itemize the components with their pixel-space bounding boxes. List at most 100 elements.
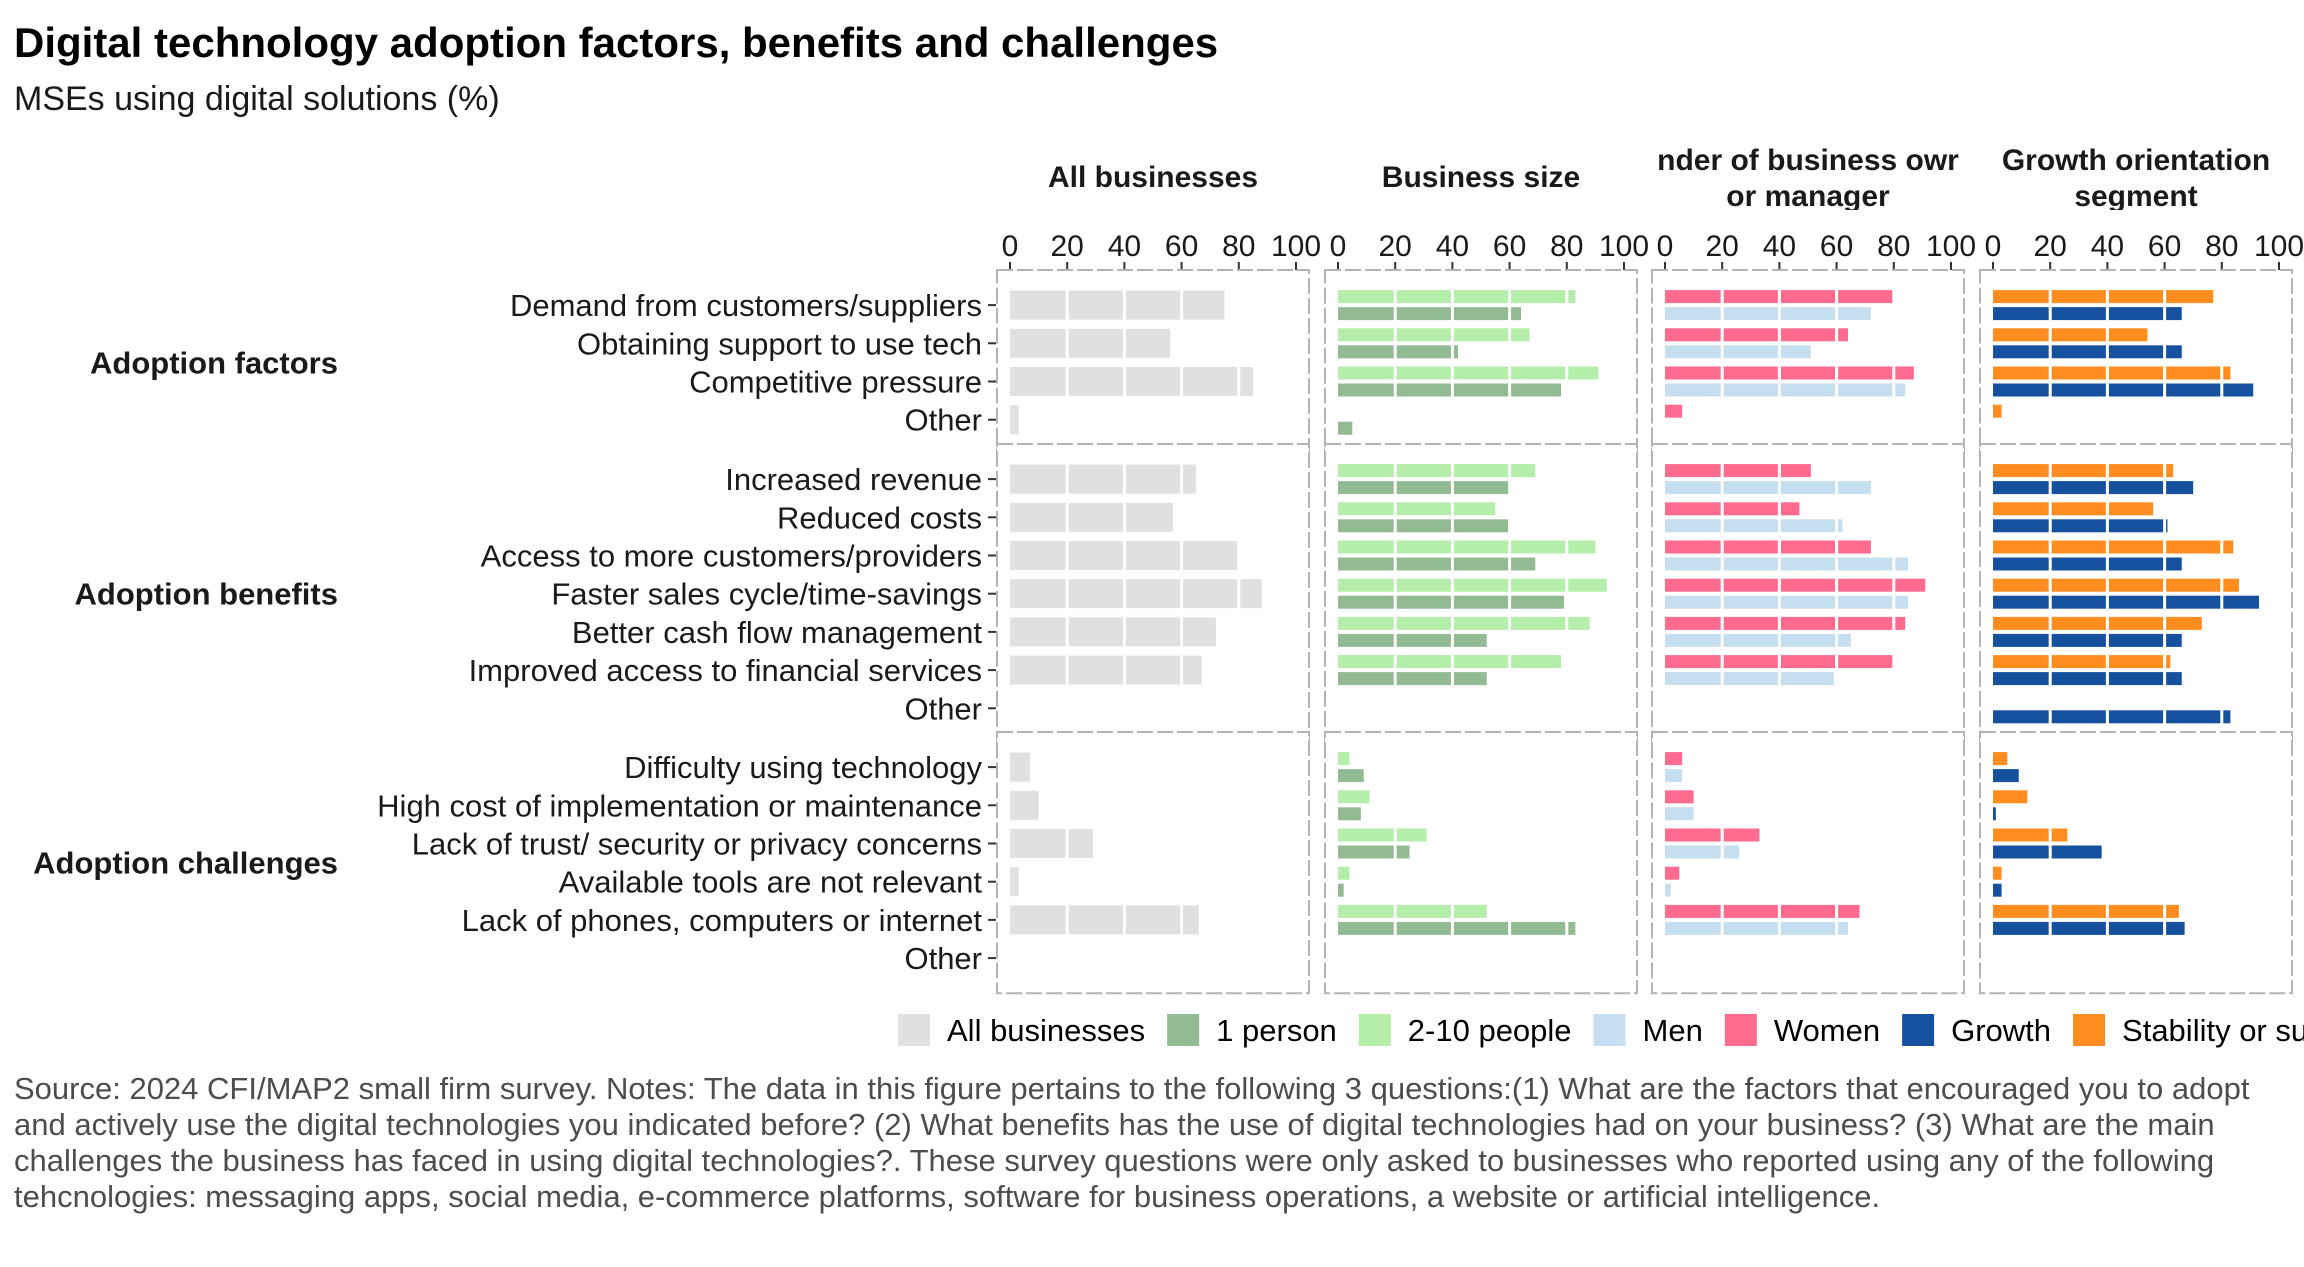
bar-all-businesses: [1010, 655, 1202, 685]
category-label: Increased revenue: [725, 462, 982, 497]
bar-1-person: [1338, 557, 1536, 571]
x-tick-label: 60: [1493, 230, 1526, 263]
bar-men: [1665, 633, 1851, 647]
chart-title: Digital technology adoption factors, ben…: [14, 19, 1218, 66]
category-label: Other: [904, 403, 982, 438]
legend-swatch-men: [1593, 1014, 1626, 1046]
bar-stability-or-survival: [1993, 328, 2148, 342]
x-tick-label: 100: [1271, 230, 1321, 263]
legend: All businesses 1 person 2-10 people Men Wome…: [898, 1013, 2304, 1048]
bar-all-businesses: [1010, 617, 1216, 647]
bar-stability-or-survival: [1993, 540, 2234, 554]
category-label: Better cash flow management: [572, 615, 982, 650]
x-axes: 0 20 40 60 80 100 0 20 40 60 80 100 0 20 40 60 80 100 0 20 4…: [1002, 230, 2304, 270]
bar-stability-or-survival: [1993, 502, 2154, 516]
x-tick-label: 0: [1330, 230, 1347, 263]
x-tick-label: 80: [1550, 230, 1583, 263]
bar-stability-or-survival: [1993, 828, 2068, 842]
x-tick-label: 80: [2205, 230, 2238, 263]
source-note: Source: 2024 CFI/MAP2 small firm survey.…: [14, 1071, 2250, 1214]
bar-1-person: [1338, 883, 1344, 897]
bar-1-person: [1338, 769, 1364, 783]
legend-label-men: Men: [1643, 1013, 1703, 1048]
bar-2-10-people: [1338, 904, 1487, 918]
bar-2-10-people: [1338, 366, 1599, 380]
bar-growth: [1993, 769, 2019, 783]
x-tick-label: 0: [1002, 230, 1019, 263]
bar-men: [1665, 307, 1871, 321]
x-tick-label: 20: [2034, 230, 2067, 263]
bar-men: [1665, 769, 1683, 783]
x-tick-label: 40: [1763, 230, 1796, 263]
bar-stability-or-survival: [1993, 655, 2171, 669]
bar-growth: [1993, 383, 2254, 397]
facet-label-2: Business size: [1382, 161, 1580, 194]
bar-all-businesses: [1010, 502, 1174, 532]
bar-women: [1665, 366, 1914, 380]
bar-all-businesses: [1010, 579, 1262, 609]
group-label-adoption-challenges: Adoption challenges: [33, 846, 338, 881]
bar-2-10-people: [1338, 290, 1576, 304]
category-label: Lack of trust/ security or privacy conce…: [412, 827, 982, 862]
bar-men: [1665, 672, 1834, 686]
facet-label-4-line-1: Growth orientation: [2002, 144, 2270, 177]
legend-swatch-1-person: [1167, 1014, 1200, 1046]
bar-all-businesses: [1010, 405, 1019, 435]
legend-swatch-stability-or-su: [2073, 1014, 2106, 1046]
x-tick-label: 20: [1051, 230, 1084, 263]
bar-women: [1665, 502, 1800, 516]
bar-women: [1665, 904, 1860, 918]
facet-label-3-line-2: or manager: [1726, 180, 1890, 213]
bar-women: [1665, 616, 1906, 630]
x-tick-label: 40: [1436, 230, 1469, 263]
bar-growth: [1993, 710, 2231, 724]
bar-women: [1665, 752, 1683, 766]
bar-men: [1665, 807, 1694, 821]
facet-headers: All businesses Business size nder of busin…: [1048, 144, 2270, 213]
x-tick-label: 60: [1165, 230, 1198, 263]
bar-stability-or-survival: [1993, 578, 2239, 592]
x-tick-label: 60: [1820, 230, 1853, 263]
category-label: Competitive pressure: [689, 365, 982, 400]
bar-men: [1665, 519, 1843, 533]
bar-all-businesses: [1010, 867, 1019, 897]
bar-growth: [1993, 845, 2102, 859]
facet-label-4-line-2: segment: [2074, 180, 2197, 213]
panel-background: [1651, 731, 1965, 995]
panel-background: [1324, 731, 1638, 995]
facet-label-1: All businesses: [1048, 161, 1258, 194]
bar-growth: [1993, 345, 2182, 359]
x-tick-label: 100: [1926, 230, 1976, 263]
category-label: Obtaining support to use tech: [577, 326, 982, 361]
bar-growth: [1993, 481, 2194, 495]
x-tick-label: 80: [1222, 230, 1255, 263]
category-label: Access to more customers/providers: [481, 539, 982, 574]
bar-1-person: [1338, 633, 1487, 647]
x-tick-label: 20: [1379, 230, 1412, 263]
bar-growth: [1993, 307, 2182, 321]
bar-1-person: [1338, 807, 1361, 821]
bar-men: [1665, 383, 1906, 397]
x-tick-label: 100: [2254, 230, 2304, 263]
bar-2-10-people: [1338, 502, 1496, 516]
bar-stability-or-survival: [1993, 866, 2002, 880]
bar-women: [1665, 404, 1683, 418]
bar-all-businesses: [1010, 290, 1225, 320]
legend-swatch-women: [1724, 1014, 1757, 1046]
bar-2-10-people: [1338, 866, 1350, 880]
bar-2-10-people: [1338, 578, 1607, 592]
bar-all-businesses: [1010, 328, 1171, 358]
legend-label-women: Women: [1774, 1013, 1880, 1048]
legend-label-growth: Growth: [1951, 1013, 2051, 1048]
bar-all-businesses: [1010, 829, 1093, 858]
category-label: Reduced costs: [777, 500, 982, 535]
category-label: Other: [904, 941, 982, 976]
facet-label-3-line-1: nder of business owr: [1657, 144, 1959, 177]
bar-stability-or-survival: [1993, 290, 2214, 304]
category-label: High cost of implementation or maintenan…: [377, 788, 982, 823]
bar-all-businesses: [1010, 905, 1199, 935]
category-label: Faster sales cycle/time-savings: [551, 577, 982, 612]
bar-growth: [1993, 672, 2182, 686]
bar-women: [1665, 540, 1871, 554]
bar-2-10-people: [1338, 616, 1590, 630]
